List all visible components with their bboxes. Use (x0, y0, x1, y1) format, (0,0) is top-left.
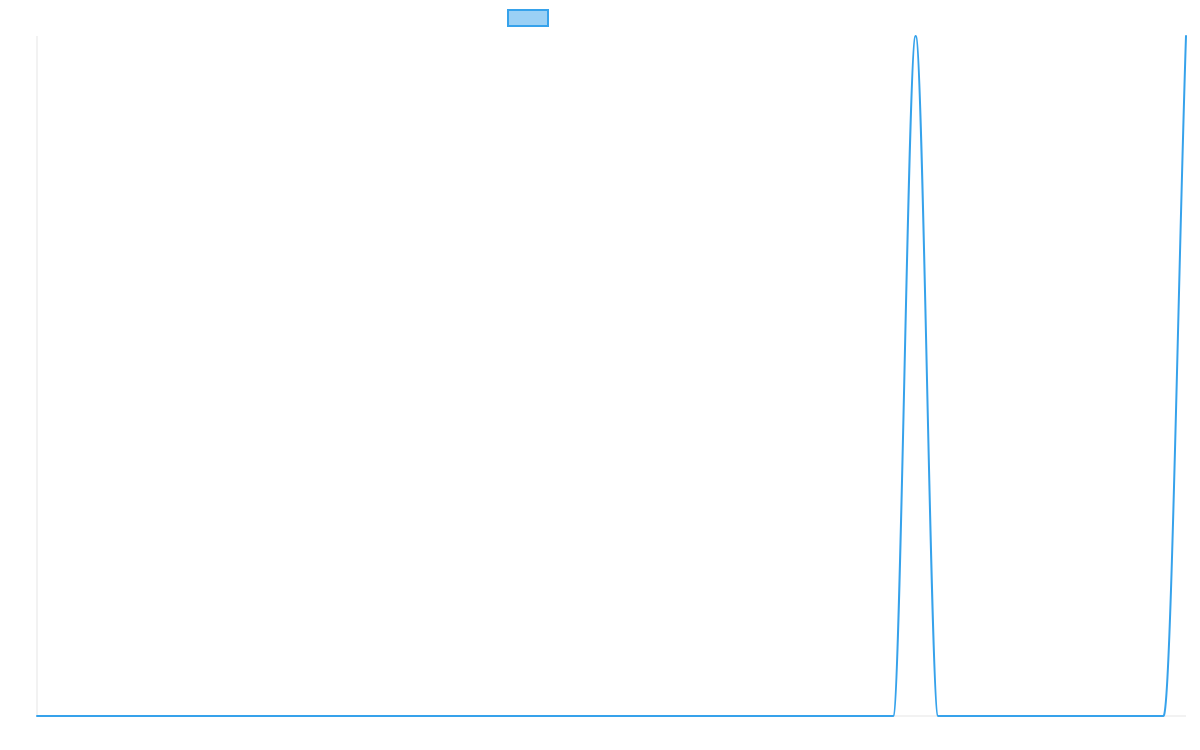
series-layer (36, 35, 1187, 717)
legend-swatch[interactable] (507, 9, 549, 27)
series-line-0 (36, 35, 1187, 717)
legend[interactable] (507, 9, 549, 27)
axes-layer (36, 36, 1186, 717)
